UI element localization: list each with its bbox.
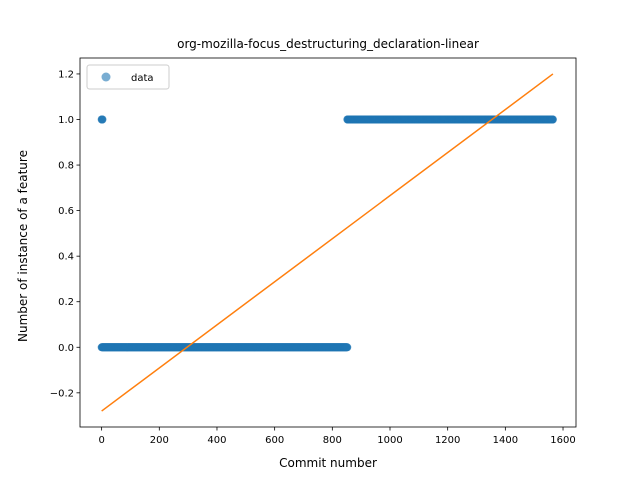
y-tick-label: 0.8 <box>58 161 74 172</box>
y-tick-label: 0.2 <box>58 297 74 308</box>
y-tick-label: 1.0 <box>58 115 74 126</box>
legend-label: data <box>131 73 154 84</box>
data-point <box>98 115 107 124</box>
y-tick-label: 1.2 <box>58 69 74 80</box>
x-tick-label: 800 <box>323 435 342 446</box>
x-tick-label: 400 <box>207 435 226 446</box>
y-axis-title: Number of instance of a feature <box>16 150 30 342</box>
chart-title: org-mozilla-focus_destructuring_declarat… <box>177 37 479 51</box>
x-tick-label: 600 <box>265 435 284 446</box>
y-tick-label: 0.4 <box>58 252 74 263</box>
x-axis-title: Commit number <box>279 456 377 470</box>
data-layer <box>97 73 557 412</box>
x-tick-label: 1000 <box>377 435 402 446</box>
y-tick-label: −0.2 <box>50 388 74 399</box>
x-tick-label: 0 <box>98 435 104 446</box>
y-tick-label: 0.0 <box>58 343 74 354</box>
data-point <box>548 115 557 124</box>
fit-line <box>101 73 554 412</box>
x-tick-label: 1200 <box>435 435 460 446</box>
y-tick-label: 0.6 <box>58 206 74 217</box>
legend-box <box>86 64 170 90</box>
legend-marker <box>101 72 111 82</box>
axes: 0 200 400 600 800 1000 1200 1400 1600 −0.2 0.0 0.2 0… <box>50 57 577 446</box>
axes-frame <box>79 57 577 428</box>
legend: data <box>86 64 170 90</box>
plot-area <box>97 73 557 412</box>
x-tick-label: 1400 <box>493 435 518 446</box>
data-point <box>343 343 352 352</box>
x-tick-label: 1600 <box>550 435 575 446</box>
x-tick-label: 200 <box>150 435 169 446</box>
